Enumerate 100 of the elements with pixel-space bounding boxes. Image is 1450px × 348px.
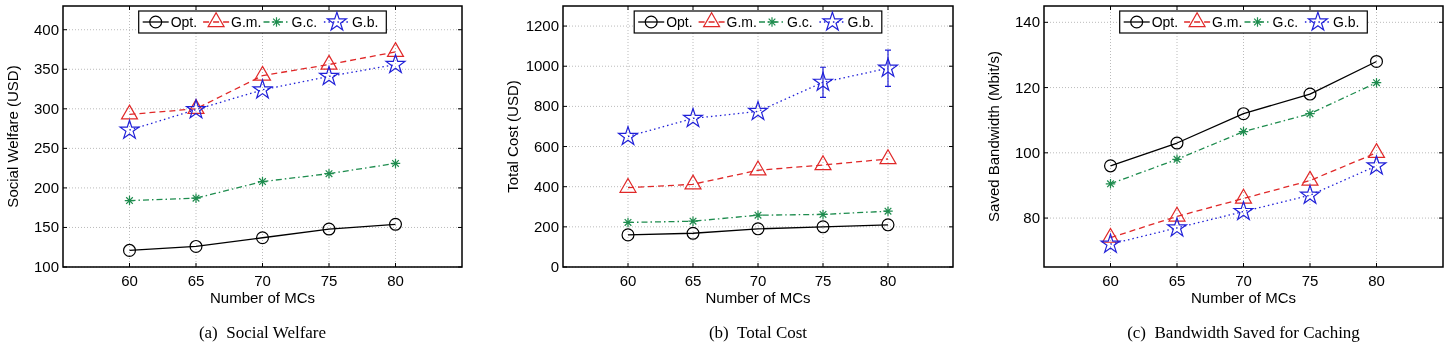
x-tick-label: 70 [254, 272, 271, 289]
point [814, 155, 832, 171]
point [686, 226, 700, 240]
point [882, 205, 894, 217]
point [257, 176, 268, 187]
x-tick-label: 80 [1368, 272, 1385, 289]
point [622, 217, 634, 228]
point [390, 158, 401, 169]
y-tick-label: 80 [1023, 209, 1040, 227]
x-tick-label: 65 [187, 272, 205, 289]
point [752, 209, 764, 221]
y-axis-title: Social Welfare (USD) [4, 65, 21, 208]
y-tick-label: 140 [1014, 13, 1040, 31]
point [621, 228, 635, 242]
y-tick-label: 600 [533, 137, 559, 155]
x-tick-label: 60 [1102, 272, 1119, 289]
point [1233, 201, 1254, 221]
legend-label: G.b. [1332, 14, 1360, 30]
x-axis-title: Number of MCs [705, 289, 811, 306]
point [1367, 143, 1386, 159]
point [320, 54, 338, 70]
x-tick-label: 80 [387, 272, 404, 289]
legend-label: Opt. [1151, 14, 1179, 30]
point [323, 168, 335, 180]
point [682, 107, 704, 128]
x-axis-title: Number of MCs [209, 289, 316, 306]
point [881, 218, 895, 232]
x-tick-label: 80 [879, 272, 897, 289]
point [1366, 155, 1387, 175]
point [749, 160, 767, 176]
y-tick-label: 400 [533, 177, 559, 195]
y-tick-label: 0 [550, 258, 559, 275]
y-tick-label: 100 [33, 258, 59, 275]
x-tick-label: 65 [1168, 272, 1186, 289]
point [617, 126, 639, 146]
y-tick-label: 200 [33, 178, 59, 196]
point [253, 65, 272, 81]
y-tick-label: 400 [33, 20, 59, 38]
point [877, 57, 899, 77]
x-tick-label: 75 [814, 272, 832, 289]
point [879, 149, 897, 165]
point [751, 222, 765, 236]
point [816, 220, 830, 234]
point [1170, 136, 1184, 150]
y-axis-title: Total Cost (USD) [504, 80, 521, 193]
point [684, 174, 702, 190]
point [122, 243, 137, 257]
y-tick-label: 250 [33, 139, 59, 157]
point [1168, 206, 1186, 222]
point [817, 209, 829, 220]
point [1369, 54, 1384, 68]
x-tick-label: 70 [1235, 272, 1252, 289]
x-tick-label: 60 [121, 272, 138, 289]
text: (b) Total Cost [708, 323, 808, 342]
x-axis-title: Number of MCs [1190, 289, 1297, 306]
point [1166, 217, 1188, 237]
y-tick-label: 120 [1014, 78, 1040, 96]
point [1234, 188, 1253, 204]
point [322, 222, 336, 236]
legend-label: G.c. [787, 14, 813, 30]
point [1171, 153, 1183, 165]
point [1303, 87, 1317, 101]
point [1238, 126, 1249, 137]
legend-label: G.b. [351, 14, 379, 30]
y-tick-label: 800 [533, 97, 559, 115]
legend-label: G.c. [1272, 14, 1299, 30]
y-tick-label: 100 [1014, 143, 1040, 161]
x-tick-label: 75 [320, 272, 338, 289]
x-tick-label: 70 [749, 272, 767, 289]
legend-label: G.b. [847, 14, 874, 30]
point [190, 192, 202, 204]
y-tick-label: 1000 [525, 57, 559, 75]
y-tick-label: 150 [33, 218, 59, 236]
point [189, 239, 203, 253]
y-tick-label: 350 [33, 60, 59, 78]
x-tick-label: 60 [619, 272, 637, 289]
legend-label: G.c. [291, 14, 318, 30]
y-tick-label: 1200 [525, 17, 559, 35]
x-tick-label: 65 [684, 272, 702, 289]
legend-label: G.m. [1212, 14, 1243, 30]
point [1100, 233, 1121, 253]
point [812, 71, 834, 91]
point [747, 100, 769, 121]
legend-label: Opt. [170, 14, 198, 30]
point [1371, 77, 1382, 89]
legend-label: Opt. [666, 14, 693, 30]
point [1304, 108, 1316, 120]
point [124, 195, 135, 206]
y-axis-title: Saved Bandwidth (Mbit/s) [985, 51, 1002, 222]
text: (c) Bandwidth Saved for Caching [1127, 323, 1361, 342]
point [687, 215, 699, 227]
point [119, 119, 140, 139]
x-tick-label: 75 [1301, 272, 1319, 289]
point [385, 54, 406, 74]
point [255, 231, 270, 245]
y-tick-label: 200 [533, 217, 559, 235]
point [318, 65, 340, 85]
text: (a) Social Welfare [198, 323, 327, 342]
point [1236, 107, 1251, 121]
point [1105, 178, 1116, 190]
